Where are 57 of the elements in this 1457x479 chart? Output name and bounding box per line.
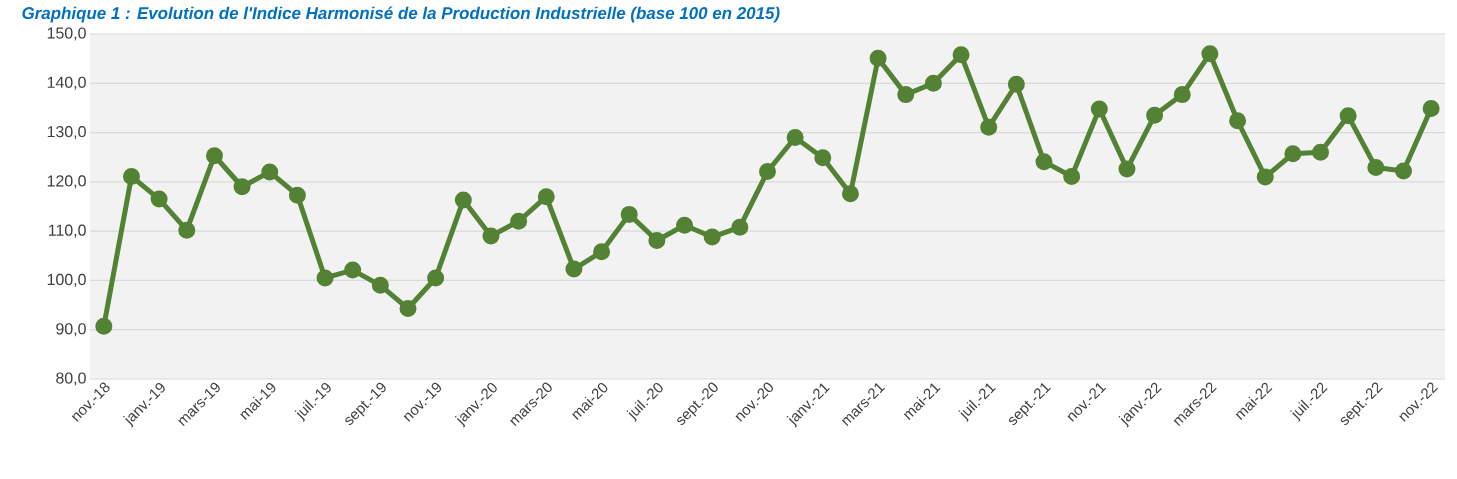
point xyxy=(1063,167,1081,185)
y-tick-label: 90,0 xyxy=(56,323,86,337)
point xyxy=(371,276,389,294)
point xyxy=(980,118,998,136)
point xyxy=(786,129,804,146)
point xyxy=(1035,153,1053,171)
y-tick-label: 150,0 xyxy=(47,27,86,41)
point xyxy=(593,243,611,261)
point xyxy=(261,163,279,181)
point xyxy=(122,167,140,185)
point xyxy=(1367,159,1385,177)
point xyxy=(1339,107,1357,125)
point xyxy=(1146,106,1164,124)
point xyxy=(454,191,472,209)
point xyxy=(344,261,362,279)
point xyxy=(205,147,223,165)
point xyxy=(399,300,417,318)
point xyxy=(1090,100,1108,118)
point xyxy=(233,178,251,196)
y-tick-label: 100,0 xyxy=(47,273,86,287)
chart-title: Graphique 1 : Evolution de l'Indice Harmonisé de la Production Industrielle (base 100 en 2015) xyxy=(22,6,780,23)
point xyxy=(288,186,306,204)
point xyxy=(150,190,168,208)
point xyxy=(703,228,721,246)
point xyxy=(676,216,694,234)
y-tick-label: 130,0 xyxy=(47,125,86,140)
y-tick-label: 120,0 xyxy=(47,175,86,189)
point xyxy=(648,232,666,249)
point xyxy=(952,46,970,64)
point xyxy=(427,269,445,287)
point xyxy=(924,74,942,92)
point xyxy=(814,149,832,167)
point xyxy=(565,260,583,278)
point xyxy=(731,218,749,236)
point xyxy=(1422,99,1440,117)
y-tick-label: 110,0 xyxy=(48,224,86,238)
point xyxy=(178,221,196,239)
point xyxy=(1118,160,1136,178)
point xyxy=(1312,143,1330,161)
point xyxy=(1256,168,1274,186)
point xyxy=(510,212,528,230)
point xyxy=(1007,75,1025,93)
point xyxy=(1229,112,1247,130)
point xyxy=(1394,162,1412,180)
point xyxy=(758,163,776,180)
point xyxy=(482,227,500,245)
point xyxy=(897,86,915,104)
point xyxy=(1201,45,1219,63)
y-tick-label: 140,0 xyxy=(47,76,86,90)
point xyxy=(620,205,638,223)
point xyxy=(1284,145,1302,163)
point xyxy=(841,185,859,203)
point xyxy=(537,188,555,206)
point xyxy=(95,317,113,335)
point xyxy=(1173,86,1191,104)
point xyxy=(869,49,887,67)
point xyxy=(316,269,334,287)
